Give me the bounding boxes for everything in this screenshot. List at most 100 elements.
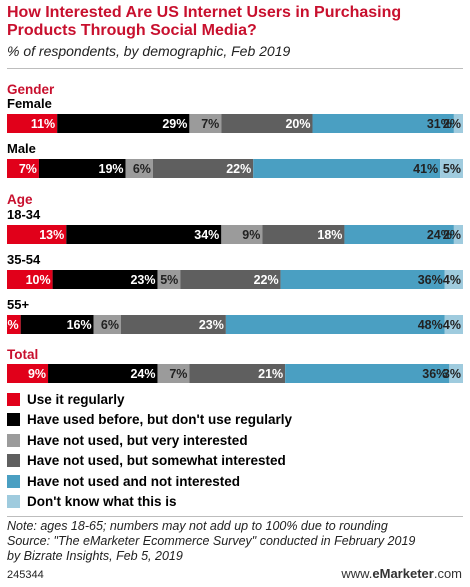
bar-segment (262, 225, 345, 244)
brand-prefix: www. (341, 566, 373, 581)
row-label: 18-34 (7, 207, 41, 222)
bar-segment (440, 159, 463, 178)
row-label: Male (7, 141, 36, 156)
bar-value-label: 36% (418, 273, 443, 287)
footnote-note: Note: ages 18-65; numbers may not add up… (7, 519, 388, 533)
brand-suffix: .com (433, 566, 462, 581)
bar-segment (48, 364, 158, 383)
top-divider (7, 68, 463, 69)
group-label: Gender (7, 82, 55, 97)
bar-segment (444, 315, 463, 334)
bar-value-label: 29% (162, 117, 187, 131)
bar-segment (453, 225, 463, 244)
bar-value-label: 19% (99, 162, 124, 176)
bar-value-label: 13% (39, 228, 64, 242)
bar-segment (221, 114, 313, 133)
bottom-divider (7, 516, 463, 517)
legend-swatch (7, 433, 20, 447)
legend-item: Have not used, but very interested (7, 430, 292, 451)
bar-value-label: 18% (317, 228, 342, 242)
bar-segment (285, 364, 450, 383)
bar-segment (7, 270, 53, 289)
legend-label: Use it regularly (27, 391, 125, 407)
bar-value-label: 20% (285, 117, 310, 131)
bar-value-label: 22% (226, 162, 251, 176)
legend-item: Have used before, but don't use regularl… (7, 410, 292, 431)
bar-value-label: 24% (427, 228, 452, 242)
bar-segment (157, 270, 181, 289)
bar-value-label: 6% (133, 162, 151, 176)
legend-swatch (7, 474, 20, 488)
bar-segment (189, 364, 286, 383)
bar-segment (7, 114, 58, 133)
bar-value-label: 7% (201, 117, 219, 131)
legend-item: Don't know what this is (7, 492, 292, 513)
bar-value-label: 34% (194, 228, 219, 242)
brand-name: eMarketer (372, 566, 434, 581)
bar-segment (180, 270, 281, 289)
legend-label: Have not used, but very interested (27, 432, 248, 448)
row-label: Female (7, 96, 52, 111)
row-label: 35-54 (7, 252, 41, 267)
bar-value-label: 6% (101, 318, 119, 332)
bar-segment (253, 159, 441, 178)
bar-value-label: 2% (443, 228, 461, 242)
bar-value-label: 7% (19, 162, 37, 176)
bar-segment (7, 225, 67, 244)
legend-label: Have used before, but don't use regularl… (27, 412, 293, 428)
legend-item: Use it regularly (7, 389, 292, 410)
bar-segment (66, 225, 222, 244)
legend-label: Have not used, but somewhat interested (27, 453, 286, 469)
bar-value-label: 24% (130, 367, 155, 381)
bar-segment (20, 315, 94, 334)
footnote-source: Source: "The eMarketer Ecommerce Survey"… (7, 534, 416, 548)
chart-subtitle: % of respondents, by demographic, Feb 20… (7, 43, 291, 59)
bar-value-label: 48% (418, 318, 443, 332)
bar-segment (152, 159, 254, 178)
bar-segment (225, 315, 445, 334)
bar-value-label: 10% (26, 273, 51, 287)
bar-segment (157, 364, 190, 383)
bar-value-label: 2% (443, 117, 461, 131)
bar-segment (449, 364, 463, 383)
bar-segment (52, 270, 158, 289)
bar-value-label: 11% (31, 117, 55, 131)
legend-swatch (7, 495, 20, 509)
footnote: Note: ages 18-65; numbers may not add up… (7, 519, 463, 564)
bar-segment (444, 270, 463, 289)
legend-swatch (7, 413, 20, 427)
bar-segment (7, 364, 49, 383)
bar-segment (312, 114, 454, 133)
bar-segment (57, 114, 190, 133)
bar-value-label: 5% (443, 162, 461, 176)
bar-value-label: 31% (427, 117, 452, 131)
bar-value-label: 16% (67, 318, 92, 332)
bar-segment (280, 270, 445, 289)
bar-value-label: 9% (242, 228, 260, 242)
chart-title: How Interested Are US Internet Users in … (7, 4, 402, 39)
legend-label: Have not used and not interested (27, 473, 241, 489)
legend-swatch (7, 392, 20, 406)
bar-value-label: 3% (1, 318, 19, 332)
bar-value-label: 23% (130, 273, 155, 287)
bar-segment (125, 159, 153, 178)
bar-segment (121, 315, 226, 334)
bar-value-label: 3% (443, 367, 461, 381)
bar-segment (7, 315, 21, 334)
legend-item: Have not used and not interested (7, 471, 292, 492)
group-label: Total (7, 347, 38, 362)
bar-segment (93, 315, 121, 334)
brand-logo[interactable]: www.eMarketer.com (341, 566, 462, 581)
row-label: 55+ (7, 297, 29, 312)
bar-value-label: 41% (413, 162, 438, 176)
footnote-source-cont: by Bizrate Insights, Feb 5, 2019 (7, 549, 183, 563)
bar-value-label: 5% (160, 273, 178, 287)
bar-segment (38, 159, 126, 178)
bar-value-label: 36% (422, 367, 447, 381)
bar-value-label: 9% (28, 367, 46, 381)
bar-segment (7, 159, 39, 178)
bar-value-label: 7% (169, 367, 187, 381)
legend-item: Have not used, but somewhat interested (7, 451, 292, 472)
bar-value-label: 22% (254, 273, 279, 287)
